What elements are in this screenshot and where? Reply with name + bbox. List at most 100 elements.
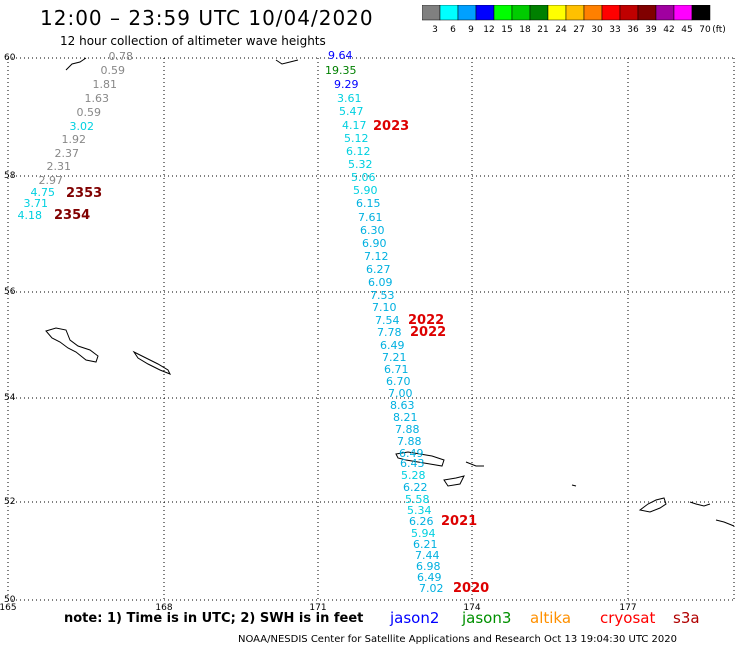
wave-height-label: 5.06 <box>351 171 376 184</box>
time-tag: 2022 <box>410 325 446 340</box>
coast-fragment <box>275 59 299 65</box>
legend-swatch <box>673 5 693 21</box>
satellite-altika: altika <box>530 609 572 627</box>
wave-height-label: 7.61 <box>358 211 383 224</box>
legend-label: 42 <box>663 25 674 35</box>
wave-height-label: 6.70 <box>386 375 411 388</box>
legend-swatch <box>529 5 549 21</box>
lon-label: 171 <box>309 603 326 613</box>
aleutian-island-2 <box>465 461 484 467</box>
wave-height-label: 8.21 <box>393 411 418 424</box>
lon-label: 168 <box>155 603 172 613</box>
time-tag: 2022 <box>408 313 444 328</box>
legend-swatch <box>475 5 495 21</box>
wave-height-label: 7.00 <box>388 387 413 400</box>
aleutian-island-7 <box>715 519 735 527</box>
wave-height-label: 6.90 <box>362 237 387 250</box>
lat-label: 54 <box>4 393 16 403</box>
legend-label: 39 <box>645 25 657 35</box>
legend-label: 24 <box>555 25 567 35</box>
aleutian-island <box>395 451 445 467</box>
wave-height-label: 4.75 <box>31 186 56 199</box>
wave-height-label: 4.18 <box>18 209 43 222</box>
time-tag: 2021 <box>441 514 477 529</box>
color-legend: 3 6 9 12 15 18 21 24 27 30 33 36 39 42 45 70 (ft) <box>422 5 726 35</box>
wave-height-label: 6.71 <box>384 363 409 376</box>
footer-note: note: 1) Time is in UTC; 2) SWH is in fe… <box>64 611 364 626</box>
aleutian-island-3 <box>443 475 465 487</box>
wave-height-label: 6.43 <box>400 457 425 470</box>
wave-height-label: 7.88 <box>397 435 422 448</box>
legend-label: 6 <box>450 25 456 35</box>
time-tag: 2354 <box>54 208 90 223</box>
lat-label: 60 <box>4 53 16 63</box>
lat-label: 52 <box>4 497 15 507</box>
legend-swatch <box>493 5 513 21</box>
pribilof-island-2 <box>132 350 172 375</box>
wave-height-label: 5.58 <box>405 493 430 506</box>
satellite-jason2: jason2 <box>390 609 440 627</box>
lon-label: 177 <box>619 603 636 613</box>
legend-swatch <box>583 5 603 21</box>
wave-height-label: 7.10 <box>372 301 397 314</box>
wave-height-label: 4.17 <box>342 119 367 132</box>
aleutian-island-6 <box>689 501 711 507</box>
satellite-cryosat: cryosat <box>600 609 656 627</box>
wave-height-label: 0.59 <box>101 64 126 77</box>
coastlines <box>45 57 735 527</box>
wave-height-label: 2.31 <box>47 160 72 173</box>
wave-height-label: 8.63 <box>390 399 415 412</box>
satellite-s3a: s3a <box>673 609 700 627</box>
legend-swatch <box>439 5 459 21</box>
legend-label: 21 <box>537 25 548 35</box>
wave-height-labels: 0.780.591.811.630.593.021.922.372.312.97… <box>18 49 444 595</box>
wave-height-label: 1.81 <box>93 78 118 91</box>
satellite-jason3: jason3 <box>462 609 512 627</box>
legend-label: 27 <box>573 25 584 35</box>
wave-height-label: 7.54 <box>375 314 400 327</box>
map-title: 12:00 – 23:59 UTC 10/04/2020 <box>40 6 374 30</box>
aleutian-island-4 <box>571 484 577 487</box>
legend-label: 70 <box>699 25 711 35</box>
legend-label: 3 <box>432 25 438 35</box>
legend-swatch <box>422 5 441 21</box>
wave-height-label: 6.12 <box>346 145 371 158</box>
wave-height-label: 6.30 <box>360 224 385 237</box>
wave-height-label: 9.64 <box>328 49 353 62</box>
wave-height-label: 5.28 <box>401 469 426 482</box>
wave-height-label: 6.21 <box>413 538 438 551</box>
wave-height-label: 6.27 <box>366 263 391 276</box>
wave-height-label: 6.15 <box>356 197 381 210</box>
legend-label: 12 <box>483 25 494 35</box>
wave-height-label: 0.59 <box>77 106 102 119</box>
wave-height-label: 7.53 <box>370 289 395 302</box>
wave-height-label: 19.35 <box>325 64 357 77</box>
wave-height-label: 5.34 <box>407 504 432 517</box>
time-tag: 2020 <box>453 581 489 596</box>
lat-label: 50 <box>4 595 16 605</box>
map-subtitle: 12 hour collection of altimeter wave hei… <box>60 34 326 48</box>
wave-height-label: 6.26 <box>409 515 434 528</box>
wave-height-label: 0.78 <box>109 50 134 63</box>
legend-label: 18 <box>519 25 531 35</box>
legend-swatch <box>619 5 639 21</box>
lon-label: 165 <box>0 603 17 613</box>
lat-lon-grid <box>7 57 735 601</box>
legend-label: 30 <box>591 25 603 35</box>
wave-height-label: 1.92 <box>62 133 87 146</box>
time-tag: 2023 <box>373 119 409 134</box>
wave-height-label: 3.02 <box>70 120 95 133</box>
wave-height-label: 7.12 <box>364 250 389 263</box>
wave-height-label: 1.63 <box>85 92 110 105</box>
wave-height-label: 6.98 <box>416 560 441 573</box>
legend-swatch <box>655 5 675 21</box>
legend-swatch <box>511 5 531 21</box>
legend-swatch <box>637 5 657 21</box>
wave-height-label: 6.49 <box>380 339 405 352</box>
wave-height-label: 7.78 <box>377 326 402 339</box>
wave-height-label: 6.22 <box>403 481 428 494</box>
legend-label: 15 <box>501 25 512 35</box>
lat-label: 56 <box>4 287 16 297</box>
